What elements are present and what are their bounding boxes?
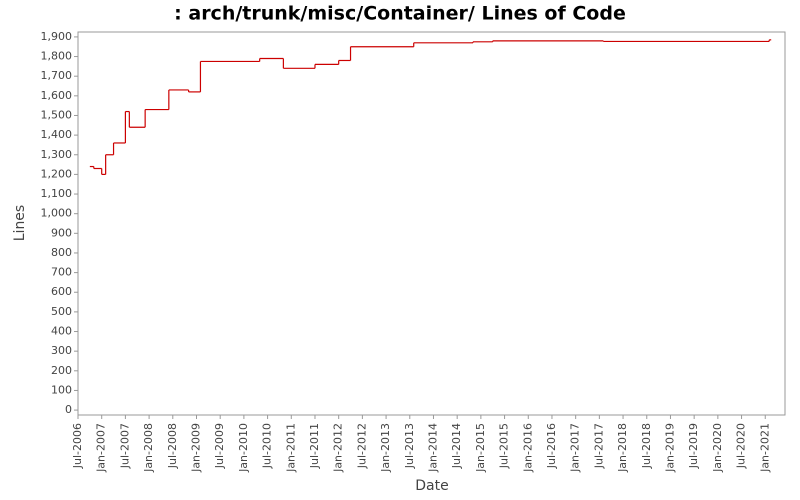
- x-tick-label: Jan-2010: [237, 423, 250, 473]
- y-tick-label: 1,500: [41, 108, 73, 121]
- x-tick-label: Jul-2007: [118, 423, 131, 469]
- x-tick-label: Jul-2008: [166, 423, 179, 469]
- x-tick-label: Jul-2015: [498, 423, 511, 469]
- y-tick-label: 100: [51, 383, 72, 396]
- plot-area: [77, 31, 786, 416]
- y-tick-label: 300: [51, 344, 72, 357]
- x-tick-label: Jan-2015: [474, 423, 487, 473]
- y-tick-label: 1,600: [41, 89, 73, 102]
- x-tick-label: Jul-2009: [213, 423, 226, 469]
- x-tick-label: Jul-2018: [640, 423, 653, 469]
- x-tick-label: Jan-2009: [189, 423, 202, 473]
- x-axis-label: Date: [415, 478, 448, 494]
- y-tick-label: 400: [51, 325, 72, 338]
- x-tick-label: Jan-2013: [379, 423, 392, 473]
- y-tick-label: 1,800: [41, 50, 73, 63]
- y-tick-label: 800: [51, 246, 72, 259]
- x-tick-label: Jul-2006: [71, 423, 84, 469]
- y-tick-label: 1,200: [41, 167, 73, 180]
- x-tick-label: Jul-2010: [261, 423, 274, 469]
- y-tick-label: 0: [65, 403, 72, 416]
- y-tick-label: 1,300: [41, 148, 73, 161]
- x-tick-label: Jan-2019: [663, 423, 676, 473]
- x-tick-label: Jul-2012: [355, 423, 368, 469]
- y-tick-label: 1,700: [41, 69, 73, 82]
- y-tick-label: 1,400: [41, 128, 73, 141]
- chart-title: : arch/trunk/misc/Container/ Lines of Co…: [174, 3, 626, 25]
- y-tick-label: 900: [51, 226, 72, 239]
- x-tick-label: Jul-2011: [308, 423, 321, 469]
- x-tick-label: Jan-2018: [616, 423, 629, 473]
- y-tick-label: 1,100: [41, 187, 73, 200]
- x-tick-label: Jan-2008: [142, 423, 155, 473]
- y-tick-label: 500: [51, 305, 72, 318]
- y-tick-label: 600: [51, 285, 72, 298]
- y-tick-label: 1,000: [41, 207, 73, 220]
- x-tick-label: Jul-2019: [687, 423, 700, 469]
- x-tick-label: Jul-2020: [735, 423, 748, 469]
- x-tick-label: Jul-2013: [403, 423, 416, 469]
- x-tick-label: Jan-2012: [332, 423, 345, 473]
- y-tick-label: 700: [51, 266, 72, 279]
- x-tick-label: Jan-2020: [711, 423, 724, 473]
- y-tick-label: 200: [51, 364, 72, 377]
- x-tick-label: Jul-2016: [545, 423, 558, 469]
- x-tick-label: Jan-2011: [284, 423, 297, 473]
- y-tick-label: 1,900: [41, 30, 73, 43]
- x-tick-label: Jan-2016: [521, 423, 534, 473]
- x-tick-label: Jul-2017: [592, 423, 605, 469]
- x-tick-label: Jan-2021: [758, 423, 771, 473]
- y-axis-label: Lines: [12, 205, 28, 241]
- x-tick-label: Jan-2007: [95, 423, 108, 473]
- x-tick-label: Jan-2017: [569, 423, 582, 473]
- x-tick-label: Jul-2014: [450, 423, 463, 469]
- x-tick-label: Jan-2014: [426, 423, 439, 473]
